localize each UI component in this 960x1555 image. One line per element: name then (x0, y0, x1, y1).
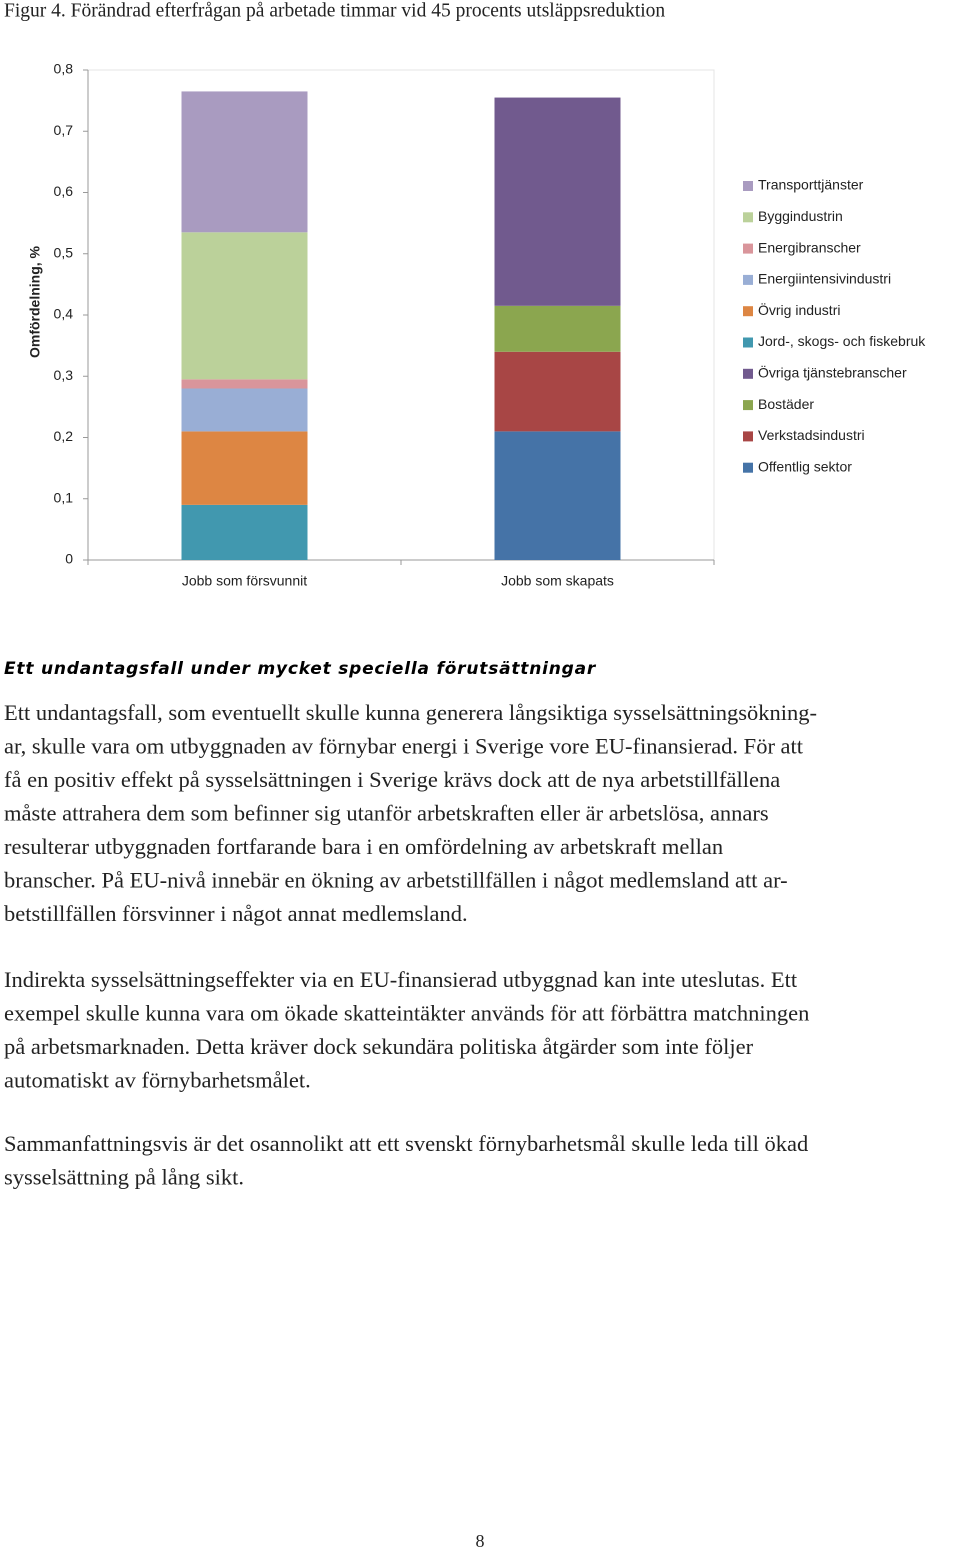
bar-segment (494, 97, 621, 306)
body-text-line: resulterar utbyggnaden fortfarande bara … (4, 834, 723, 859)
bar-segment (494, 351, 621, 432)
bar-segment (494, 431, 621, 560)
x-tick-label: Jobb som försvunnit (182, 573, 307, 589)
body-text-line: automatiskt av förnybarhetsmålet. (4, 1068, 311, 1093)
bar-segment (181, 232, 308, 380)
legend-swatch (743, 243, 753, 254)
bar-segment (494, 305, 621, 352)
y-tick-label: 0,2 (54, 428, 74, 444)
legend-label: Energiintensivindustri (758, 271, 891, 287)
bar-segment (181, 388, 308, 432)
legend-label: Verkstadsindustri (758, 427, 865, 443)
bar-segment (181, 379, 308, 389)
bar-segment (181, 431, 308, 505)
body-text-line: Ett undantagsfall, som eventuellt skulle… (4, 700, 817, 725)
legend-swatch (743, 400, 753, 411)
bar-segment (181, 504, 308, 560)
body-text-line: ar, skulle vara om utbyggnaden av förnyb… (4, 734, 804, 759)
body-text-line: sysselsättning på lång sikt. (4, 1165, 244, 1190)
figure-title: Figur 4. Förändrad efterfrågan på arbeta… (4, 0, 665, 21)
legend-swatch (743, 181, 753, 191)
legend-swatch (743, 274, 753, 285)
y-tick-label: 0,7 (54, 122, 74, 138)
legend-label: Energibranscher (758, 239, 861, 255)
y-tick-label: 0,8 (54, 61, 74, 77)
section-heading: Ett undantagsfall under mycket speciella… (4, 659, 597, 679)
body-text-line: Indirekta sysselsättningseffekter via en… (4, 967, 798, 992)
legend-label: Övrig industri (758, 301, 840, 318)
legend-swatch (743, 431, 753, 442)
legend-label: Byggindustrin (758, 208, 843, 224)
legend-swatch (743, 337, 753, 348)
body-text-line: få en positiv effekt på sysselsättningen… (4, 767, 780, 792)
legend-label: Transporttjänster (758, 177, 864, 193)
legend-label: Övriga tjänstebranscher (758, 364, 907, 381)
y-axis-label: Omfördelning, % (27, 245, 43, 358)
y-tick-label: 0,6 (54, 183, 74, 199)
body-text-line: exempel skulle kunna vara om ökade skatt… (4, 1001, 809, 1026)
legend-label: Jord-, skogs- och fiskebruk (758, 333, 926, 349)
body-text-line: betstillfällen försvinner i något annat … (4, 901, 468, 926)
body-text-line: på arbetsmarknaden. Detta kräver dock se… (4, 1034, 754, 1059)
body-text-line: branscher. På EU-nivå innebär en ökning … (4, 868, 788, 893)
legend-swatch (743, 306, 753, 317)
y-tick-label: 0,3 (54, 367, 74, 383)
legend-swatch (743, 212, 753, 223)
legend-label: Bostäder (758, 396, 814, 412)
bar-segment (181, 91, 308, 233)
x-tick-label: Jobb som skapats (501, 573, 614, 589)
y-tick-label: 0,4 (54, 306, 74, 322)
legend-label: Offentlig sektor (758, 458, 852, 474)
page-number: 8 (476, 1531, 485, 1551)
y-tick-label: 0 (65, 551, 73, 567)
body-text-line: Sammanfattningsvis är det osannolikt att… (4, 1131, 808, 1156)
legend-swatch (743, 368, 753, 379)
y-tick-label: 0,1 (54, 489, 74, 505)
y-tick-label: 0,5 (54, 244, 74, 260)
legend-swatch (743, 462, 753, 473)
body-text-line: måste attrahera dem som befinner sig uta… (4, 801, 769, 826)
